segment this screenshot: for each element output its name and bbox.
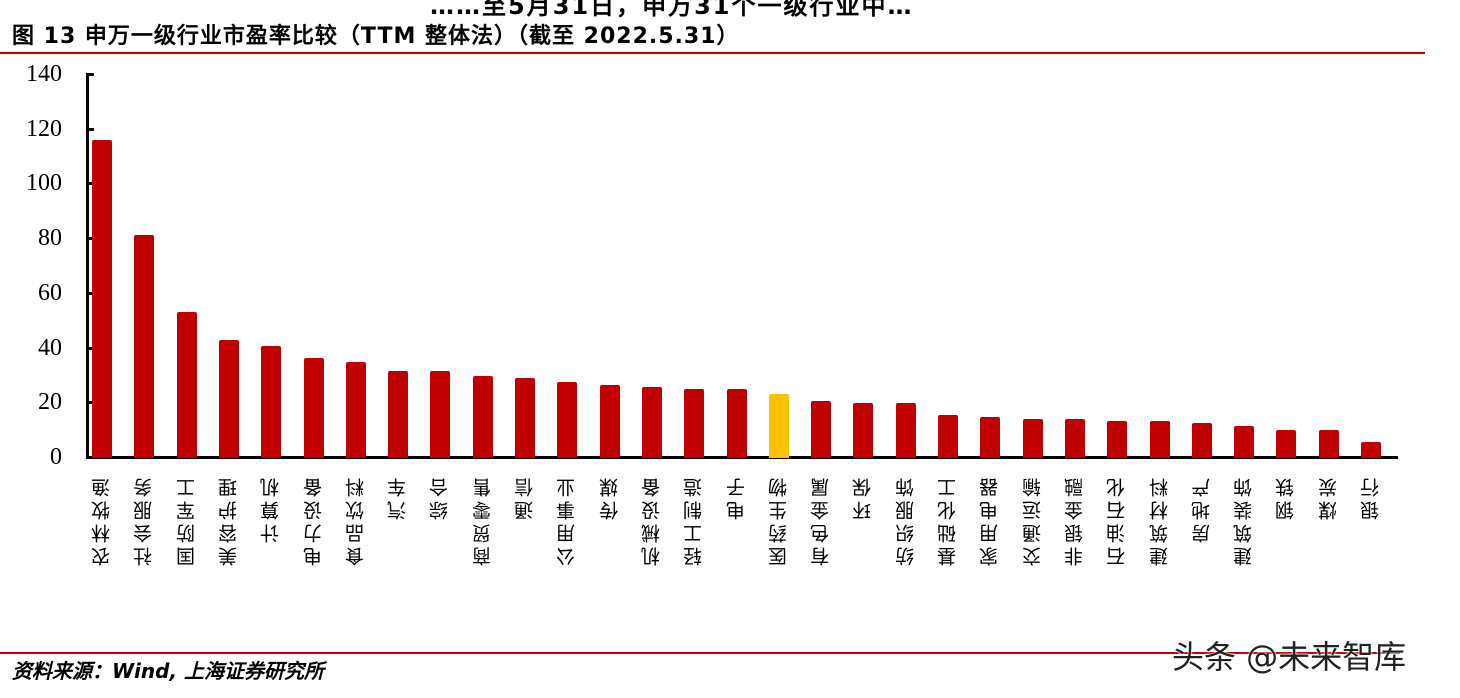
x-category-label: 纺织服饰 bbox=[894, 474, 917, 566]
y-tick bbox=[86, 127, 94, 131]
bar bbox=[176, 311, 197, 458]
x-category-label: 建筑材料 bbox=[1148, 474, 1171, 566]
x-category-label: 汽车 bbox=[387, 474, 410, 520]
bar bbox=[1064, 418, 1085, 458]
bottom-divider bbox=[0, 652, 1400, 654]
y-tick-label: 80 bbox=[38, 225, 62, 252]
y-tick bbox=[86, 237, 94, 241]
x-category-label: 公用事业 bbox=[556, 474, 579, 566]
bar bbox=[388, 371, 409, 458]
x-category-label: 电子 bbox=[725, 474, 748, 520]
top-divider bbox=[0, 52, 1425, 54]
y-tick-label: 100 bbox=[26, 170, 62, 197]
x-category-label: 石油石化 bbox=[1106, 474, 1129, 566]
y-tick bbox=[86, 346, 94, 350]
y-tick bbox=[86, 182, 94, 186]
y-tick-label: 40 bbox=[38, 334, 62, 361]
y-tick bbox=[86, 456, 94, 459]
y-tick-label: 20 bbox=[38, 389, 62, 416]
x-category-label: 农林牧渔 bbox=[91, 474, 113, 566]
x-category-label: 房地产 bbox=[1190, 474, 1213, 543]
x-category-label: 交通运输 bbox=[1021, 474, 1044, 566]
x-category-label: 轻工制造 bbox=[683, 474, 706, 566]
x-category-label: 社会服务 bbox=[133, 474, 156, 566]
bar bbox=[811, 401, 832, 458]
bar bbox=[218, 340, 239, 458]
x-category-label: 环保 bbox=[852, 474, 875, 520]
bar bbox=[134, 235, 155, 458]
x-category-label: 有色金属 bbox=[810, 474, 833, 566]
x-category-label: 建筑装饰 bbox=[1233, 474, 1256, 566]
bar bbox=[1234, 426, 1255, 458]
bar bbox=[1022, 418, 1043, 458]
bar bbox=[1318, 430, 1339, 458]
bar bbox=[1149, 421, 1170, 458]
bar bbox=[1276, 430, 1297, 458]
y-tick-label: 140 bbox=[26, 61, 62, 87]
x-category-label: 基础化工 bbox=[937, 474, 959, 566]
y-tick bbox=[86, 401, 94, 405]
bar bbox=[345, 361, 366, 458]
bar bbox=[557, 381, 578, 458]
bar bbox=[599, 384, 620, 458]
bar bbox=[472, 375, 493, 458]
x-category-label: 煤炭 bbox=[1317, 474, 1340, 520]
x-category-label: 国防军工 bbox=[175, 474, 198, 566]
x-category-label: 商贸零售 bbox=[471, 474, 494, 566]
y-tick bbox=[86, 291, 94, 295]
bar bbox=[515, 378, 535, 458]
previous-text-fragment: ……至5月31日，申万31个一级行业中… bbox=[430, 0, 914, 20]
y-tick bbox=[86, 73, 94, 76]
bar bbox=[261, 346, 282, 458]
figure-title: 图 13 申万一级行业市盈率比较（TTM 整体法）（截至 2022.5.31） bbox=[12, 24, 740, 49]
x-category-label: 机械设备 bbox=[640, 474, 663, 566]
bar bbox=[641, 386, 662, 458]
bar-chart: 0 20 40 60 80 100 120 140 农林牧渔 社会服务 国防军工 美容护理 计算机 电力设… bbox=[0, 60, 1460, 640]
y-tick-label: 120 bbox=[26, 115, 62, 142]
bar bbox=[92, 140, 112, 458]
x-category-label: 综合 bbox=[429, 474, 452, 520]
x-category-label: 计算机 bbox=[260, 474, 283, 543]
x-category-label: 家用电器 bbox=[979, 474, 1002, 566]
x-category-label: 通信 bbox=[514, 474, 536, 520]
x-category-label: 美容护理 bbox=[217, 474, 240, 566]
bar bbox=[980, 416, 1001, 458]
bar bbox=[938, 415, 958, 458]
x-category-label: 食品饮料 bbox=[344, 474, 367, 566]
bar bbox=[1107, 421, 1128, 458]
bar bbox=[1191, 422, 1212, 458]
bar bbox=[726, 389, 747, 458]
x-category-label: 非银金融 bbox=[1063, 474, 1086, 566]
watermark: 头条 @未来智库 bbox=[1172, 638, 1407, 676]
source-note: 资料来源：Wind, 上海证券研究所 bbox=[12, 659, 325, 683]
x-category-label: 电力设备 bbox=[302, 474, 325, 566]
x-category-label: 传媒 bbox=[598, 474, 621, 520]
bar bbox=[430, 371, 451, 458]
bar bbox=[768, 393, 789, 458]
y-tick-label: 60 bbox=[38, 279, 62, 306]
bar bbox=[895, 403, 916, 458]
bar bbox=[684, 389, 705, 458]
x-category-label: 医药生物 bbox=[767, 474, 790, 566]
bar bbox=[1361, 442, 1381, 458]
bar bbox=[853, 403, 874, 458]
y-tick-label: 0 bbox=[50, 444, 62, 470]
y-axis bbox=[86, 74, 89, 458]
x-category-label: 银行 bbox=[1360, 474, 1382, 520]
x-category-label: 钢铁 bbox=[1275, 474, 1298, 520]
bar bbox=[303, 358, 324, 458]
